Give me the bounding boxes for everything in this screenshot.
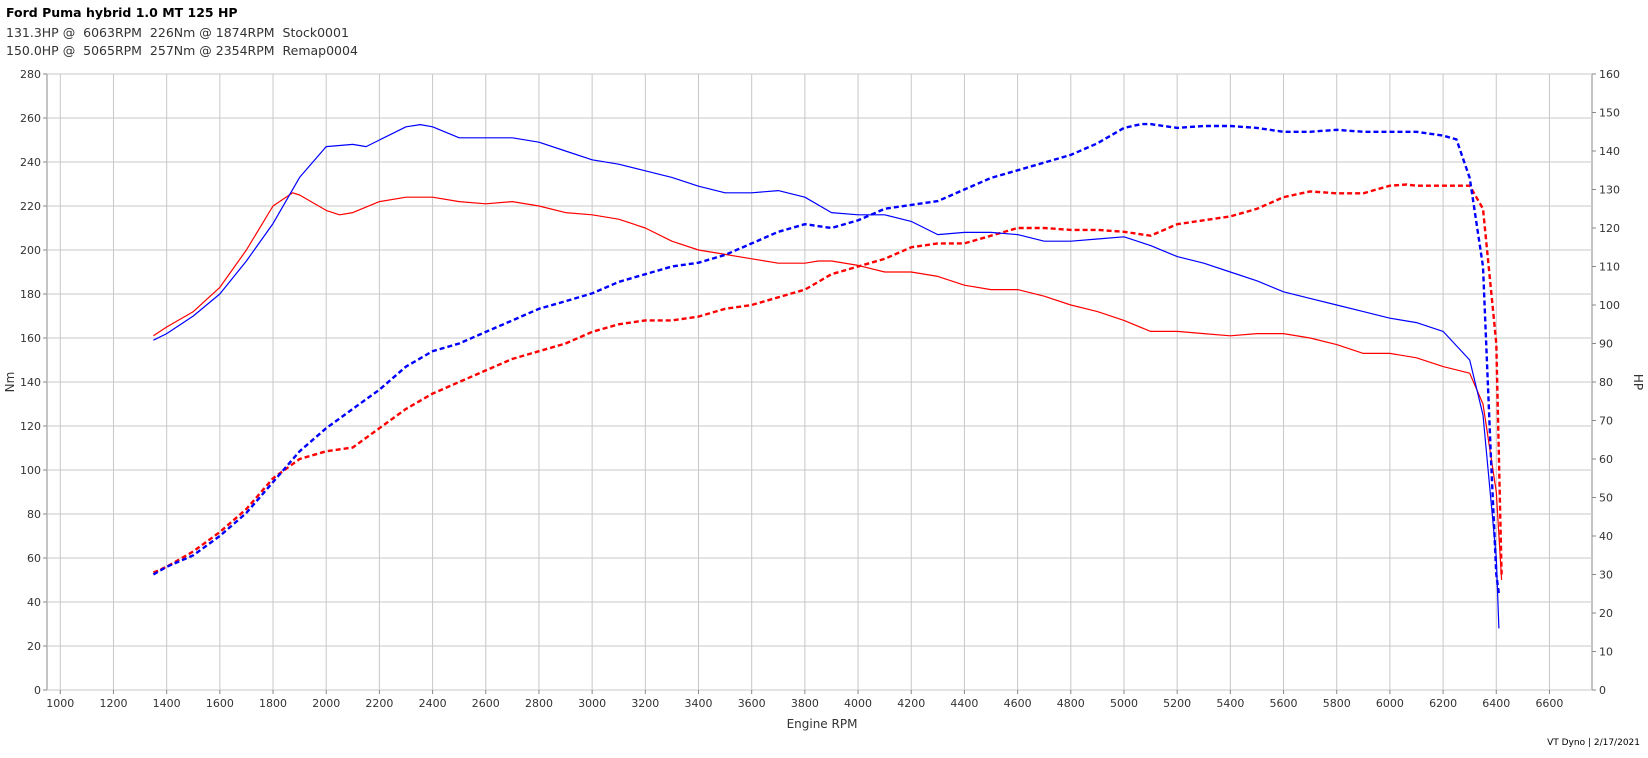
y2-axis-label: HP xyxy=(1631,374,1645,390)
x-tick-label: 4600 xyxy=(1004,697,1032,710)
x-tick-label: 5800 xyxy=(1323,697,1351,710)
y-tick-label: 220 xyxy=(20,200,41,213)
y-tick-label: 40 xyxy=(27,596,41,609)
x-tick-label: 2000 xyxy=(312,697,340,710)
footer: VT Dyno | 2/17/2021 xyxy=(1547,738,1640,748)
y-tick-label: 60 xyxy=(27,552,41,565)
power-curve xyxy=(152,122,1501,594)
y2-tick-label: 20 xyxy=(1599,607,1613,620)
x-tick-label: 1400 xyxy=(153,697,181,710)
x-axis-label: Engine RPM xyxy=(787,717,858,731)
y2-tick-label: 80 xyxy=(1599,376,1613,389)
y-tick-label: 200 xyxy=(20,244,41,257)
y2-tick-label: 10 xyxy=(1599,646,1613,659)
y2-tick-label: 160 xyxy=(1599,68,1620,81)
y-tick-label: 160 xyxy=(20,332,41,345)
x-tick-label: 4000 xyxy=(844,697,872,710)
x-tick-label: 6400 xyxy=(1482,697,1510,710)
y-tick-label: 120 xyxy=(20,420,41,433)
x-tick-label: 3000 xyxy=(578,697,606,710)
y2-tick-label: 30 xyxy=(1599,569,1613,582)
x-tick-label: 4400 xyxy=(950,697,978,710)
x-tick-label: 2600 xyxy=(472,697,500,710)
x-tick-label: 2200 xyxy=(365,697,393,710)
chart-title: Ford Puma hybrid 1.0 MT 125 HP xyxy=(6,5,238,20)
x-tick-label: 6000 xyxy=(1376,697,1404,710)
y2-tick-label: 70 xyxy=(1599,415,1613,428)
y-tick-label: 240 xyxy=(20,156,41,169)
x-tick-label: 5400 xyxy=(1216,697,1244,710)
y-tick-label: 280 xyxy=(20,68,41,81)
torque-curve xyxy=(153,124,1500,629)
power-curve xyxy=(152,183,1503,575)
y2-tick-label: 130 xyxy=(1599,184,1620,197)
x-tick-label: 5600 xyxy=(1270,697,1298,710)
y2-tick-label: 100 xyxy=(1599,299,1620,312)
x-tick-label: 3600 xyxy=(738,697,766,710)
x-tick-label: 6200 xyxy=(1429,697,1457,710)
x-tick-label: 4800 xyxy=(1057,697,1085,710)
x-tick-label: 5200 xyxy=(1163,697,1191,710)
summary-line: 131.3HP @ 6063RPM 226Nm @ 1874RPM Stock0… xyxy=(6,25,349,40)
y-axis-label: Nm xyxy=(3,372,17,393)
x-tick-label: 1000 xyxy=(46,697,74,710)
x-tick-label: 4200 xyxy=(897,697,925,710)
y2-tick-label: 40 xyxy=(1599,530,1613,543)
x-tick-label: 6600 xyxy=(1535,697,1563,710)
torque-curve xyxy=(153,192,1503,581)
y2-tick-label: 140 xyxy=(1599,145,1620,158)
x-tick-label: 5000 xyxy=(1110,697,1138,710)
x-tick-label: 3400 xyxy=(685,697,713,710)
y2-tick-label: 150 xyxy=(1599,107,1620,120)
y-tick-label: 260 xyxy=(20,112,41,125)
x-tick-label: 1200 xyxy=(99,697,127,710)
y-tick-label: 180 xyxy=(20,288,41,301)
y2-tick-label: 110 xyxy=(1599,261,1620,274)
y-tick-label: 140 xyxy=(20,376,41,389)
x-tick-label: 1600 xyxy=(206,697,234,710)
y2-tick-label: 60 xyxy=(1599,453,1613,466)
y-tick-label: 0 xyxy=(34,684,41,697)
x-tick-label: 3200 xyxy=(631,697,659,710)
y2-tick-label: 50 xyxy=(1599,492,1613,505)
y-tick-label: 100 xyxy=(20,464,41,477)
x-tick-label: 3800 xyxy=(791,697,819,710)
x-tick-label: 2400 xyxy=(419,697,447,710)
y2-tick-label: 120 xyxy=(1599,222,1620,235)
x-tick-label: 1800 xyxy=(259,697,287,710)
x-tick-label: 2800 xyxy=(525,697,553,710)
y2-tick-label: 90 xyxy=(1599,338,1613,351)
summary-line: 150.0HP @ 5065RPM 257Nm @ 2354RPM Remap0… xyxy=(6,43,358,58)
y2-tick-label: 0 xyxy=(1599,684,1606,697)
y-tick-label: 20 xyxy=(27,640,41,653)
y-tick-label: 80 xyxy=(27,508,41,521)
